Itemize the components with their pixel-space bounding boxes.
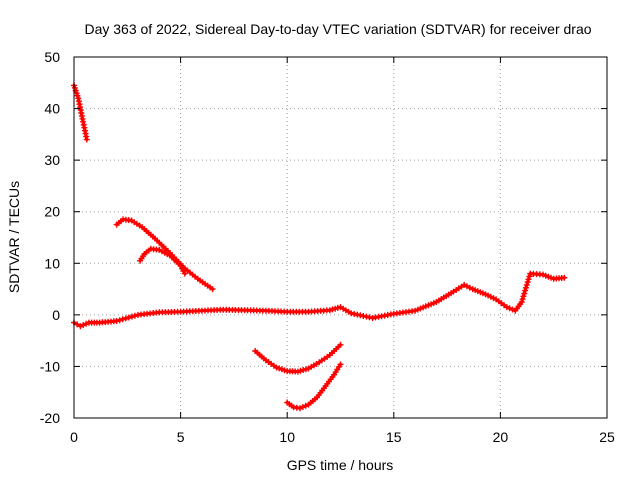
data-point [519, 296, 526, 303]
series-line [72, 272, 567, 328]
data-point [74, 321, 81, 328]
data-point [337, 361, 344, 368]
data-point [337, 341, 344, 348]
data-point [521, 290, 528, 297]
data-point [209, 286, 216, 293]
data-point [509, 306, 516, 313]
data-point [518, 299, 525, 305]
y-tick-label: 30 [44, 152, 60, 168]
data-point [122, 315, 129, 322]
series-arc-5 [284, 361, 344, 412]
x-tick-label: 15 [386, 429, 402, 445]
data-point [302, 402, 309, 409]
data-point [83, 320, 90, 327]
series-arc-3 [137, 245, 188, 277]
data-point [119, 316, 126, 323]
data-point [181, 270, 188, 277]
data-point [561, 274, 568, 281]
series-arc-main [71, 270, 568, 330]
data-point [523, 284, 529, 291]
series-arc-4 [252, 341, 344, 375]
data-point [523, 281, 530, 288]
x-tick-label: 5 [177, 429, 185, 445]
series-arc-1 [71, 82, 90, 143]
data-point [80, 322, 87, 328]
data-point [83, 136, 90, 143]
data-point [131, 312, 138, 319]
data-point [113, 318, 120, 324]
x-tick-label: 20 [493, 429, 509, 445]
series-layer [71, 82, 568, 412]
chart-title: Day 363 of 2022, Sidereal Day-to-day VTE… [84, 21, 591, 37]
data-point [525, 276, 532, 283]
y-axis-label: SDTVAR / TECUs [6, 181, 22, 293]
y-tick-label: 50 [44, 49, 60, 65]
data-point [520, 293, 527, 300]
plot-frame [73, 56, 608, 419]
x-tick-label: 0 [70, 429, 78, 445]
data-point [506, 305, 513, 312]
x-tick-label: 10 [279, 429, 295, 445]
data-point [80, 121, 87, 128]
data-point [524, 279, 531, 286]
data-point [522, 287, 529, 294]
data-point [77, 323, 84, 330]
series-arc-2 [113, 216, 216, 293]
data-point [125, 314, 132, 321]
data-point [116, 317, 123, 324]
y-tick-label: 10 [44, 255, 60, 271]
y-tick-label: -20 [40, 410, 60, 426]
y-tick-label: 40 [44, 101, 60, 117]
data-point [128, 313, 135, 320]
data-point [297, 405, 303, 412]
y-tick-label: 0 [52, 307, 60, 323]
data-point [503, 304, 510, 311]
x-tick-label: 25 [599, 429, 615, 445]
x-axis-label: GPS time / hours [287, 457, 394, 473]
y-tick-label: 20 [44, 204, 60, 220]
grid [74, 57, 607, 418]
data-point [299, 404, 306, 410]
axes: 0 5 10 15 20 25 -20 -10 0 10 20 30 40 50 [40, 49, 615, 445]
y-tick-label: -10 [40, 358, 60, 374]
data-point [526, 273, 533, 280]
